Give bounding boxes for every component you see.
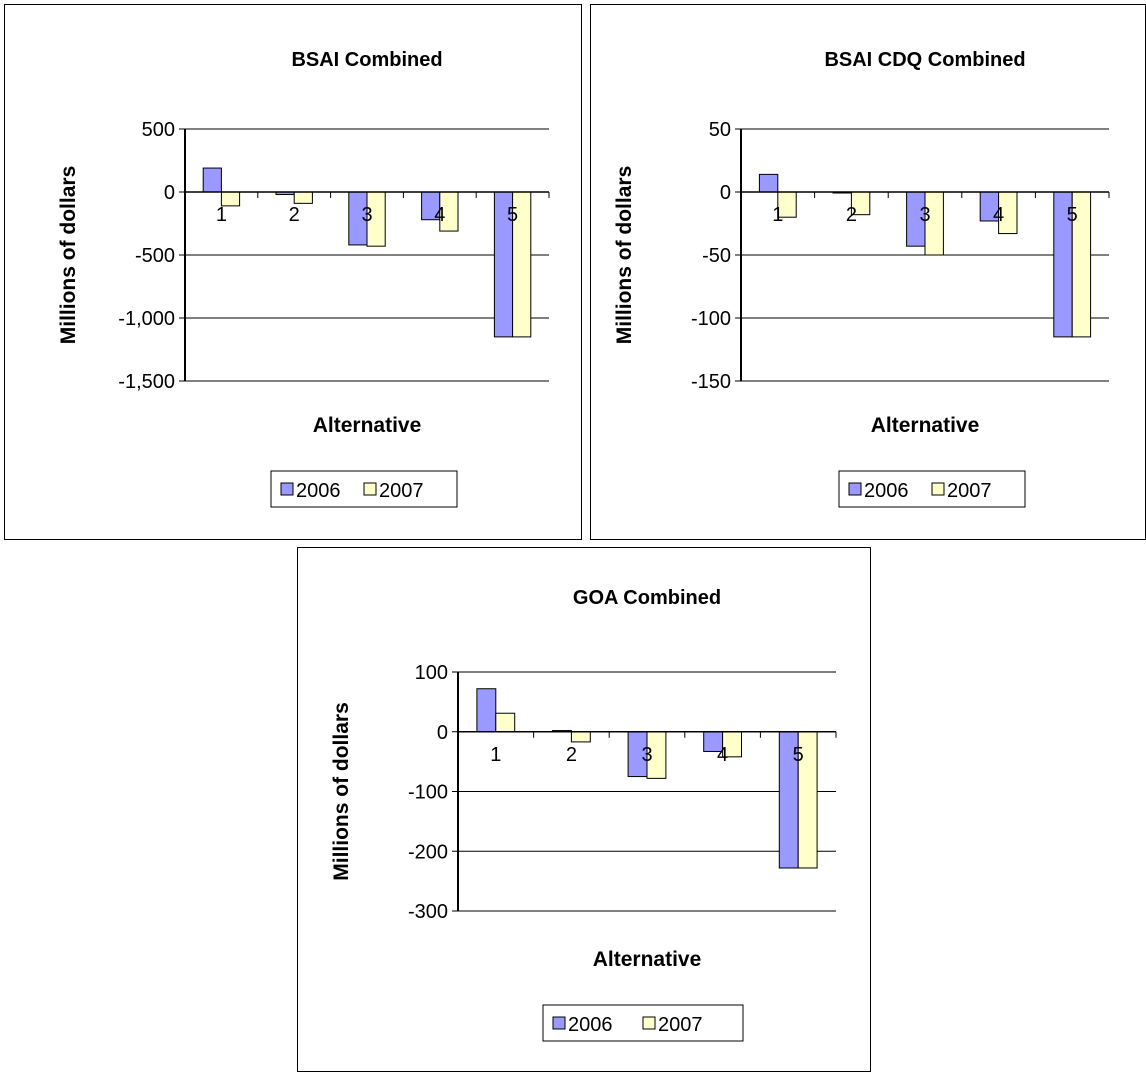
chart-panel-bsai-combined: BSAI Combined 500 0 -500 -1,000 -1,500 1 2 3 4 5 Al… [4, 4, 582, 540]
bar-2007-cat-1 [495, 712, 516, 733]
chart-svg: GOA Combined 100 0 -100 -200 -300 1 2 3 4 5 Alterna… [330, 587, 837, 1042]
chart-title: BSAI CDQ Combined [824, 49, 1025, 71]
y-tick-label: -50 [702, 245, 731, 267]
x-category-label: 4 [717, 744, 728, 766]
y-tick-label: 0 [164, 182, 175, 204]
legend-swatch-2007 [642, 1016, 656, 1030]
y-tick-label: -300 [408, 901, 448, 923]
chart-panel-goa-combined: GOA Combined 100 0 -100 -200 -300 1 2 3 4 5 Alterna… [297, 547, 871, 1072]
y-tick-label: -100 [408, 782, 448, 804]
y-tick-label: 100 [415, 662, 448, 684]
y-tick-label: 0 [720, 182, 731, 204]
legend: 2006 2007 [838, 470, 1026, 508]
x-category-label: 3 [919, 204, 930, 226]
y-tick-label: -200 [408, 841, 448, 863]
x-category-label: 2 [566, 744, 577, 766]
bar-2007-cat-2 [570, 731, 591, 743]
x-axis-title: Alternative [871, 414, 980, 437]
x-category-label: 2 [289, 204, 300, 226]
legend-swatch-2006 [848, 482, 862, 496]
chart-title: BSAI Combined [291, 49, 442, 71]
y-tick-label: 500 [142, 119, 175, 141]
x-category-label: 5 [1067, 204, 1078, 226]
y-tick-label: -500 [135, 245, 175, 267]
x-category-label: 4 [434, 204, 445, 226]
legend-swatch-2007 [931, 482, 945, 496]
x-category-label: 3 [641, 744, 652, 766]
x-category-label: 4 [993, 204, 1004, 226]
y-tick-label: 50 [709, 119, 731, 141]
bar-2007-cat-2 [293, 191, 313, 204]
y-tick-label: -1,000 [118, 308, 175, 330]
y-tick-label: -150 [691, 371, 731, 393]
y-axis-title: Millions of dollars [613, 166, 636, 345]
legend-label: 2007 [947, 480, 992, 502]
x-axis-title: Alternative [593, 948, 702, 971]
legend: 2006 2007 [542, 1004, 744, 1042]
x-category-label: 5 [507, 204, 518, 226]
legend-swatch-2006 [280, 482, 294, 496]
chart-panel-bsai-cdq-combined: BSAI CDQ Combined 50 0 -50 -100 -150 1 2 3 4 5 Alte… [590, 4, 1146, 540]
x-category-label: 2 [846, 204, 857, 226]
bar-2006-cat-1 [202, 167, 222, 193]
legend-label: 2007 [379, 480, 424, 502]
y-tick-label: -100 [691, 308, 731, 330]
x-category-label: 1 [216, 204, 227, 226]
bar-2006-cat-1 [476, 688, 497, 733]
legend-label: 2006 [568, 1014, 613, 1036]
chart-svg: BSAI CDQ Combined 50 0 -50 -100 -150 1 2 3 4 5 Alte… [613, 49, 1110, 508]
legend-swatch-2006 [552, 1016, 566, 1030]
y-axis-title: Millions of dollars [330, 702, 353, 881]
legend-label: 2006 [864, 480, 909, 502]
y-axis-title: Millions of dollars [57, 166, 80, 345]
chart-svg: BSAI Combined 500 0 -500 -1,000 -1,500 1 2 3 4 5 Al… [57, 49, 550, 508]
y-tick-label: 0 [437, 722, 448, 744]
x-category-label: 1 [490, 744, 501, 766]
bar-2006-cat-1 [758, 173, 779, 193]
x-category-label: 1 [772, 204, 783, 226]
x-category-label: 3 [361, 204, 372, 226]
chart-title: GOA Combined [573, 587, 721, 609]
x-axis-title: Alternative [313, 414, 422, 437]
legend-swatch-2007 [363, 482, 377, 496]
legend-label: 2007 [658, 1014, 703, 1036]
x-category-label: 5 [793, 744, 804, 766]
y-tick-label: -1,500 [118, 371, 175, 393]
legend: 2006 2007 [270, 470, 458, 508]
legend-label: 2006 [296, 480, 341, 502]
